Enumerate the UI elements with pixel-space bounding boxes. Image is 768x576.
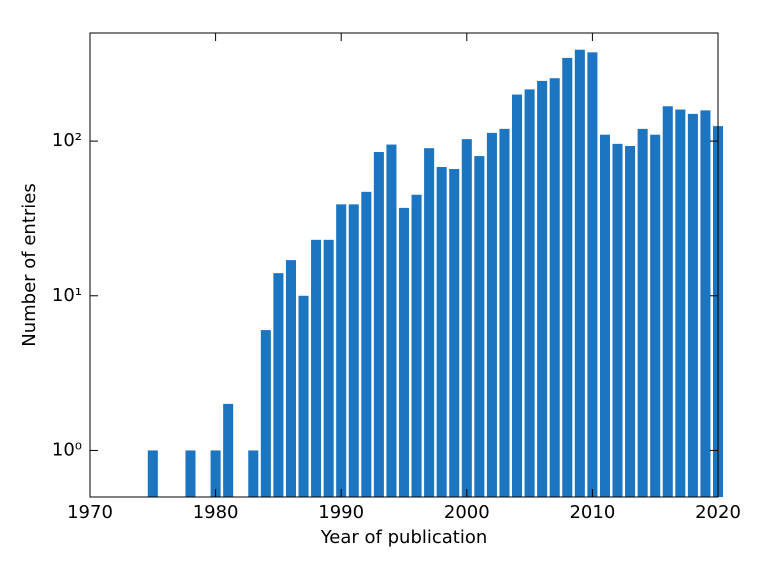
- bar: [574, 49, 585, 498]
- y-tick-label: 10²: [52, 130, 82, 151]
- bar: [298, 295, 309, 497]
- bar: [361, 191, 372, 498]
- bar: [524, 89, 535, 498]
- bar: [223, 403, 234, 497]
- bar: [248, 450, 259, 497]
- bar: [336, 204, 347, 498]
- bar: [512, 94, 523, 497]
- bar: [185, 450, 196, 497]
- bar: [625, 145, 636, 497]
- bar: [436, 167, 447, 498]
- bar: [662, 106, 673, 497]
- bar: [210, 450, 221, 497]
- bar: [474, 156, 485, 497]
- y-axis-label: Number of entries: [19, 183, 40, 347]
- bar: [386, 144, 397, 497]
- bar: [650, 134, 661, 497]
- y-tick-label: 10⁰: [52, 439, 82, 460]
- x-tick-label: 2000: [444, 502, 490, 523]
- bar: [424, 148, 435, 498]
- bar: [599, 134, 610, 497]
- bar: [449, 169, 460, 498]
- bar: [687, 113, 698, 497]
- bar: [147, 450, 158, 497]
- x-tick-label: 1970: [67, 502, 113, 523]
- bar: [461, 139, 472, 497]
- bar: [637, 128, 648, 497]
- bar: [486, 132, 497, 497]
- bar: [549, 78, 560, 497]
- bar: [700, 110, 711, 498]
- bar: [537, 80, 548, 498]
- bar: [273, 273, 284, 497]
- bar: [499, 128, 510, 497]
- x-tick-label: 2010: [569, 502, 615, 523]
- bar: [311, 239, 322, 497]
- y-tick-label: 10¹: [52, 285, 82, 306]
- bar: [260, 330, 271, 497]
- bar: [612, 143, 623, 497]
- bar: [562, 57, 573, 497]
- plot-frame: [89, 32, 719, 498]
- x-axis-label: Year of publication: [320, 527, 488, 548]
- bar: [411, 194, 422, 497]
- bar: [373, 152, 384, 497]
- bar: [323, 239, 334, 497]
- bar: [348, 204, 359, 498]
- x-tick-label: 1990: [318, 502, 364, 523]
- bar: [398, 207, 410, 498]
- bar: [587, 52, 598, 498]
- x-tick-label: 1980: [193, 502, 239, 523]
- bar: [675, 109, 686, 497]
- x-tick-label: 2020: [695, 502, 741, 523]
- bar: [285, 260, 296, 497]
